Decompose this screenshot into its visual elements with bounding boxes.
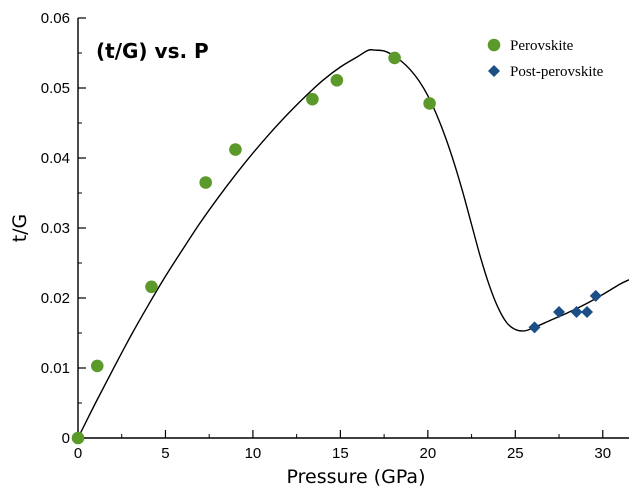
x-tick-label: 0 [74, 445, 82, 462]
perovskite-point [330, 74, 344, 87]
y-tick-label: 0.03 [41, 220, 70, 237]
perovskite-point [423, 97, 436, 110]
perovskite-point [306, 92, 319, 106]
perovskite-point [229, 143, 242, 156]
x-tick-label: 25 [507, 445, 524, 462]
ticks [77, 17, 604, 439]
perovskite-point [90, 359, 104, 373]
legend: Perovskite Post-perovskite [487, 38, 604, 80]
y-tick-label: 0.02 [41, 290, 70, 307]
y-axis-title: t/G [9, 214, 31, 243]
y-tick-label: 0.01 [41, 360, 70, 377]
perovskite-point [388, 51, 401, 65]
post-perovskite-point [528, 321, 541, 334]
y-tick-label: 0.04 [41, 150, 70, 167]
post-perovskite-point [581, 306, 594, 318]
post-perovskite-point [570, 306, 583, 318]
legend-label-perovskite: Perovskite [510, 38, 574, 54]
post-perovskite-point [553, 306, 566, 318]
data-markers [71, 51, 602, 445]
x-tick-label: 30 [594, 445, 611, 462]
y-tick-label: 0.06 [41, 10, 70, 27]
y-tick-label: 0.05 [41, 80, 70, 97]
y-tick-label: 0 [62, 430, 70, 447]
x-axis-title: Pressure (GPa) [287, 466, 426, 488]
chart-title: (t/G) vs. P [96, 39, 209, 63]
perovskite-point [71, 431, 85, 445]
post-perovskite-point [589, 289, 602, 302]
x-tick-label: 5 [161, 445, 169, 462]
fit-curve [77, 49, 629, 439]
x-tick-label: 20 [419, 445, 436, 462]
perovskite-point [145, 280, 158, 294]
x-tick-label: 15 [332, 445, 349, 462]
legend-marker-post-perovskite [488, 65, 500, 77]
plot-frame [77, 18, 629, 439]
tick-labels: 0 5 10 15 20 25 30 0 0.01 0.02 0.03 0.04 0.05 0.06 [41, 10, 611, 462]
x-tick-label: 10 [245, 445, 262, 462]
perovskite-point [199, 176, 212, 189]
legend-marker-perovskite [487, 38, 501, 52]
legend-label-post-perovskite: Post-perovskite [510, 64, 604, 80]
